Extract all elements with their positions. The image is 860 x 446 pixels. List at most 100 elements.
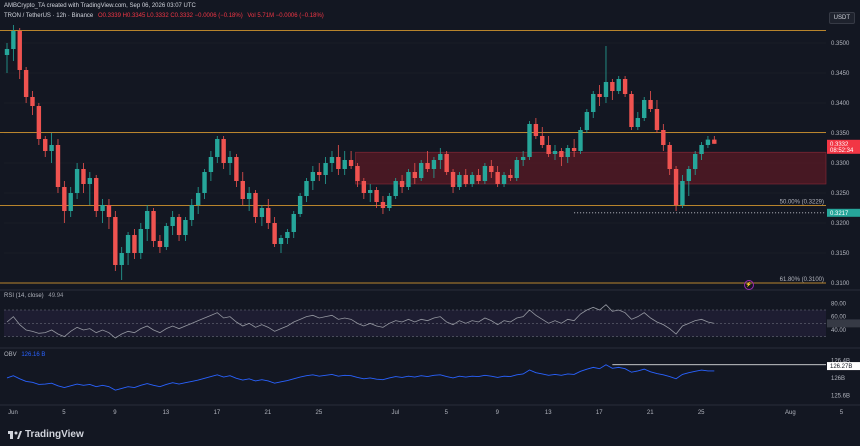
candle-body	[597, 94, 602, 97]
volume-readout: Vol 5.71M −0.0006 (−0.18%)	[247, 13, 324, 19]
candle-body	[482, 166, 488, 181]
candle-body	[157, 241, 163, 247]
candle-body	[317, 172, 322, 175]
obv-value-tag	[827, 362, 860, 371]
creator-line: AMBCrypto_TA created with TradingView.co…	[4, 3, 196, 9]
candle-body	[348, 160, 354, 166]
candle-body	[705, 139, 711, 145]
candle-body	[540, 136, 545, 145]
candle-body	[125, 235, 131, 253]
price-tick-label: 0.3250	[831, 191, 850, 197]
candle-body	[552, 151, 558, 154]
candle-body	[285, 232, 290, 238]
candle-body	[712, 139, 717, 144]
candle-body	[629, 94, 634, 127]
price-tick-label: 0.3200	[831, 221, 850, 227]
candle-body	[692, 154, 698, 169]
symbol-title[interactable]: TRON / TetherUS · 12h · Binance	[4, 13, 94, 19]
price-tick-label: 0.3350	[831, 131, 850, 137]
candle-body	[648, 100, 653, 109]
candle-body	[686, 169, 692, 181]
clock-icon[interactable]: ⚡	[744, 280, 754, 290]
candle-body	[304, 181, 309, 196]
candle-body	[565, 148, 570, 157]
candle-body	[170, 217, 175, 226]
rsi-band	[4, 310, 826, 337]
rsi-value-tag	[827, 319, 860, 328]
fib-level-label: 61.80% (0.3100)	[780, 277, 824, 283]
candle-body	[699, 145, 704, 154]
candle-body	[463, 175, 468, 184]
obv-tick-label: 125.6B	[831, 393, 850, 399]
candle-body	[514, 160, 519, 178]
obv-legend[interactable]: OBV 126.16 B	[4, 352, 48, 358]
candle-body	[673, 169, 679, 205]
candle-body	[368, 190, 373, 193]
candle-body	[406, 172, 411, 187]
candle-body	[380, 202, 386, 208]
candle-body	[622, 79, 628, 94]
candle-body	[272, 223, 277, 244]
candle-body	[520, 157, 526, 160]
price-tick-label: 0.3400	[831, 101, 850, 107]
price-tick-label: 0.3150	[831, 251, 850, 257]
candle-body	[584, 112, 590, 130]
candle-body	[68, 193, 73, 211]
rsi-tick-label: 40.00	[831, 328, 847, 334]
candle-body	[438, 154, 443, 160]
obv-line	[6, 364, 715, 391]
candle-body	[23, 70, 29, 97]
candle-body	[336, 157, 341, 169]
price-tick-label: 0.3300	[831, 161, 850, 167]
candle-body	[610, 82, 615, 91]
candle-body	[476, 175, 481, 181]
candle-body	[412, 172, 418, 178]
candle-body	[49, 145, 54, 151]
candle-body	[195, 193, 201, 205]
candle-body	[444, 154, 449, 172]
tradingview-logo[interactable]: TradingView	[8, 429, 84, 440]
rsi-tick-label: 80.00	[831, 301, 847, 307]
price-tag-text: 0.3217	[830, 211, 849, 217]
candle-body	[680, 181, 685, 205]
x-tick-label: 13	[545, 410, 552, 416]
candle-body	[208, 157, 214, 172]
x-tick-label: 13	[163, 410, 170, 416]
x-tick-label: 5	[445, 410, 449, 416]
x-tick-label: 25	[316, 410, 323, 416]
obv-value-tag-text: 126.27B	[830, 364, 852, 370]
candle-body	[4, 49, 10, 55]
currency-button[interactable]: USDT	[828, 12, 855, 24]
candle-body	[119, 253, 124, 265]
rsi-legend[interactable]: RSI (14, close) 49.94	[4, 293, 66, 299]
candle-body	[425, 163, 430, 169]
candle-body	[495, 172, 500, 184]
candle-body	[469, 175, 475, 184]
candle-body	[94, 178, 99, 211]
x-tick-label: Jun	[8, 410, 18, 416]
tradingview-logo-icon	[8, 430, 22, 439]
ohlc-readout: O0.3339 H0.3345 L0.3332 C0.3332 −0.0006 …	[97, 13, 243, 19]
x-tick-label: 17	[214, 410, 221, 416]
x-tick-label: 9	[496, 410, 500, 416]
candle-body	[176, 217, 182, 235]
x-tick-label: 5	[840, 410, 844, 416]
price-tag	[827, 139, 860, 148]
price-tag-text: 0.3332	[830, 142, 849, 148]
candle-body	[11, 31, 16, 49]
x-tick-label: 21	[265, 410, 272, 416]
candle-body	[74, 169, 80, 193]
x-tick-label: 17	[596, 410, 603, 416]
candle-body	[278, 238, 284, 244]
candle-body	[431, 160, 437, 169]
candle-body	[508, 175, 513, 178]
candle-body	[36, 106, 42, 139]
price-tick-label: 0.3100	[831, 281, 850, 287]
x-tick-label: 25	[698, 410, 705, 416]
candle-body	[291, 214, 296, 232]
candle-body	[635, 118, 641, 127]
obv-tick-label: 126.4B	[831, 358, 850, 364]
price-tick-label: 0.3500	[831, 41, 850, 47]
candle-body	[457, 175, 462, 187]
